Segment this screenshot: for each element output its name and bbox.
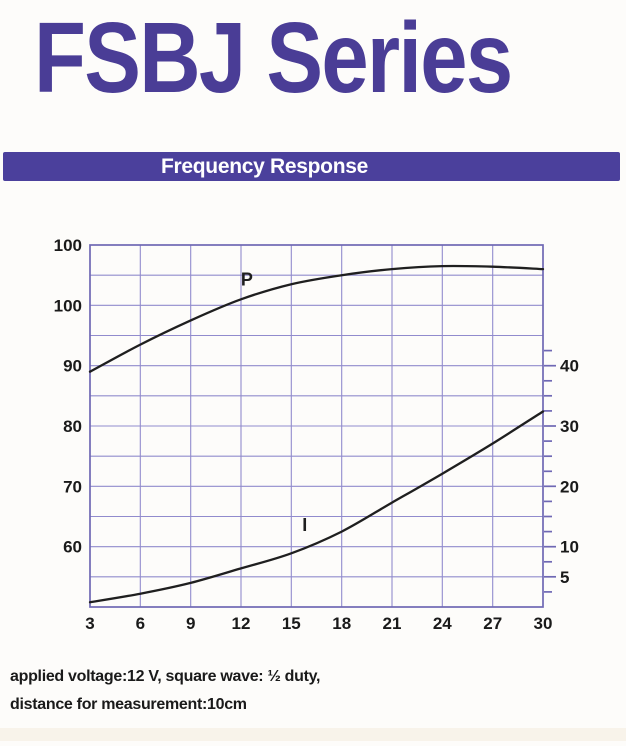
svg-text:21: 21 <box>383 614 402 633</box>
svg-text:90: 90 <box>63 357 82 376</box>
svg-text:10: 10 <box>560 538 579 557</box>
bottom-band <box>0 728 626 741</box>
section-header-label: Frequency Response <box>161 155 368 178</box>
svg-text:80: 80 <box>63 417 82 436</box>
svg-text:12: 12 <box>232 614 251 633</box>
section-header-bar: Frequency Response <box>3 152 620 181</box>
svg-text:6: 6 <box>136 614 145 633</box>
svg-text:5: 5 <box>560 568 569 587</box>
series-label-I: I <box>302 515 307 535</box>
svg-text:70: 70 <box>63 477 82 496</box>
svg-text:15: 15 <box>282 614 301 633</box>
svg-text:9: 9 <box>186 614 195 633</box>
caption-line-2: distance for measurement:10cm <box>10 696 247 713</box>
svg-text:30: 30 <box>534 614 553 633</box>
y-axis-left-labels: 100 100 90 80 70 60 <box>54 236 82 557</box>
grid-lines <box>90 245 543 607</box>
svg-text:40: 40 <box>560 357 579 376</box>
page-title: FSBJ Series <box>34 2 513 114</box>
y-axis-right-ticks <box>544 349 556 593</box>
svg-text:18: 18 <box>332 614 351 633</box>
svg-text:20: 20 <box>560 477 579 496</box>
svg-text:24: 24 <box>433 614 452 633</box>
svg-text:30: 30 <box>560 417 579 436</box>
caption-line-1: applied voltage:12 V, square wave: ½ dut… <box>10 668 321 685</box>
plot-border <box>89 244 544 608</box>
svg-text:3: 3 <box>85 614 94 633</box>
svg-text:100: 100 <box>54 236 82 255</box>
curve-I <box>88 410 545 604</box>
svg-text:60: 60 <box>63 538 82 557</box>
svg-text:27: 27 <box>483 614 502 633</box>
svg-text:100: 100 <box>54 296 82 315</box>
y-axis-right-labels: 40 30 20 10 5 <box>560 357 579 587</box>
series-label-P: P <box>241 269 253 289</box>
x-axis-labels: 3 6 9 12 15 18 21 24 27 30 <box>85 614 552 633</box>
measurement-conditions: applied voltage:12 V, square wave: ½ dut… <box>10 663 320 719</box>
curve-P <box>88 264 545 373</box>
